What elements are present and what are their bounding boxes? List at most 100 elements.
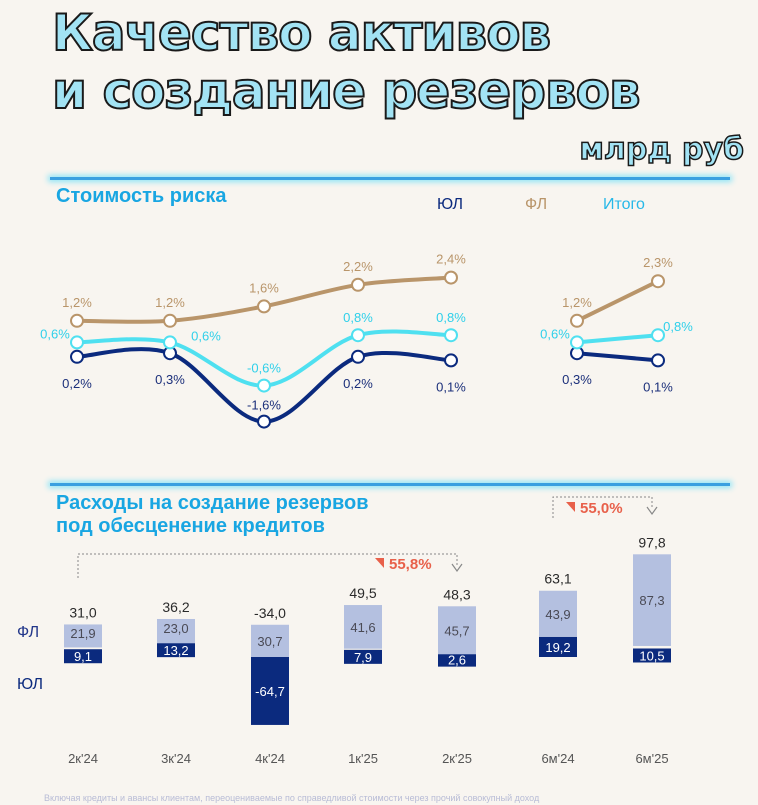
point-fl (351, 277, 365, 292)
point-fl (444, 270, 458, 285)
point-label-fl: 1,2% (155, 295, 185, 310)
point-yul (651, 353, 665, 368)
bar-total-label: 49,5 (349, 585, 376, 601)
decrease-triangle-icon (375, 558, 384, 568)
decrease-triangle-icon (566, 502, 575, 512)
point-label-fl: 2,2% (343, 259, 373, 274)
x-tick-label: 6м'25 (635, 751, 668, 766)
bar-label-fl: 41,6 (350, 620, 375, 635)
legend-fl: ФЛ (525, 196, 548, 213)
point-yul (70, 349, 84, 364)
bar-yul (633, 648, 671, 663)
title-line-1: Качество активов (51, 3, 552, 63)
point-total (651, 328, 665, 343)
unit-label: млрд руб (579, 131, 745, 168)
bar-label-yul: 13,2 (163, 643, 188, 658)
bar-fl (438, 606, 476, 655)
bar-total-label: 48,3 (443, 586, 470, 602)
bar-yul (64, 649, 102, 664)
provisions-title-1: Расходы на создание резервов (56, 492, 369, 514)
arrow-down-icon (646, 506, 658, 516)
bar-legend-yul: ЮЛ (17, 676, 43, 693)
legend-total: Итого (603, 196, 645, 213)
bar-yul (251, 657, 289, 725)
title-line-2: и создание резервов (51, 61, 642, 121)
point-fl (70, 313, 84, 328)
point-total (351, 328, 365, 343)
bar-label-fl: 30,7 (257, 634, 282, 649)
point-label-fl: 1,2% (562, 295, 592, 310)
point-yul (444, 353, 458, 368)
growth-label: 55,8% (389, 556, 432, 573)
bar-fl (344, 605, 382, 649)
footnote: Включая кредиты и авансы клиентам, перео… (44, 793, 540, 803)
point-label-total: 0,8% (343, 310, 373, 325)
bar-label-yul: -64,7 (255, 684, 285, 699)
bar-yul (539, 636, 577, 657)
bar-label-fl: 87,3 (639, 593, 664, 608)
point-total (163, 335, 177, 350)
provisions-title-2: под обесценение кредитов (56, 515, 325, 537)
point-total (444, 328, 458, 343)
point-label-yul: 0,3% (155, 372, 185, 387)
point-label-yul: 0,1% (436, 379, 466, 394)
arrow-down-icon (451, 563, 463, 573)
bar-total-label: 97,8 (638, 534, 665, 550)
point-label-fl: 2,4% (436, 252, 466, 267)
bar-label-yul: 7,9 (354, 650, 372, 665)
x-tick-label: 1к'25 (348, 751, 378, 766)
point-fl (570, 313, 584, 328)
point-label-yul: 0,1% (643, 379, 673, 394)
bar-fl (633, 554, 671, 646)
x-tick-label: 4к'24 (255, 751, 285, 766)
line-total (75, 329, 453, 388)
bar-label-fl: 23,0 (163, 621, 188, 636)
x-tick-label: 2к'24 (68, 751, 98, 766)
point-label-total: 0,8% (663, 319, 693, 334)
x-tick-label: 2к'25 (442, 751, 472, 766)
x-tick-label: 3к'24 (161, 751, 191, 766)
point-total (570, 335, 584, 350)
x-tick-label: 6м'24 (541, 751, 574, 766)
cost-of-risk-title: Стоимость риска (56, 185, 227, 207)
point-label-yul: -1,6% (247, 398, 281, 413)
point-label-yul: 0,2% (62, 376, 92, 391)
point-label-yul: 0,2% (343, 376, 373, 391)
bar-total-label: 31,0 (69, 604, 96, 620)
bar-total-label: -34,0 (254, 605, 286, 621)
bar-label-yul: 10,5 (639, 648, 664, 663)
line-total (575, 333, 660, 345)
divider-middle (50, 483, 730, 486)
growth-bracket (552, 496, 653, 518)
bar-yul (157, 643, 195, 658)
bar-label-fl: 21,9 (70, 626, 95, 641)
divider-top (50, 177, 730, 180)
point-label-yul: 0,3% (562, 372, 592, 387)
point-yul (351, 349, 365, 364)
bar-fl (64, 624, 102, 648)
bar-label-yul: 9,1 (74, 649, 92, 664)
legend-yul: ЮЛ (437, 196, 463, 213)
bar-yul (438, 652, 476, 667)
point-total (70, 335, 84, 350)
point-total (257, 378, 271, 393)
bar-total-label: 36,2 (162, 599, 189, 615)
point-fl (651, 274, 665, 289)
bar-legend-fl: ФЛ (17, 624, 40, 641)
point-label-total: 0,6% (40, 326, 70, 341)
bar-fl (251, 624, 289, 657)
bar-label-yul: 19,2 (545, 640, 570, 655)
point-label-total: 0,8% (436, 310, 466, 325)
point-label-fl: 2,3% (643, 255, 673, 270)
point-label-fl: 1,2% (62, 295, 92, 310)
bar-label-fl: 45,7 (444, 623, 469, 638)
point-label-fl: 1,6% (249, 280, 279, 295)
point-label-total: -0,6% (247, 361, 281, 376)
point-label-total: 0,6% (191, 328, 221, 343)
growth-bracket (77, 553, 458, 578)
point-label-total: 0,6% (540, 326, 570, 341)
bar-label-yul: 2,6 (448, 653, 466, 668)
point-fl (163, 313, 177, 328)
bar-total-label: 63,1 (544, 571, 571, 587)
